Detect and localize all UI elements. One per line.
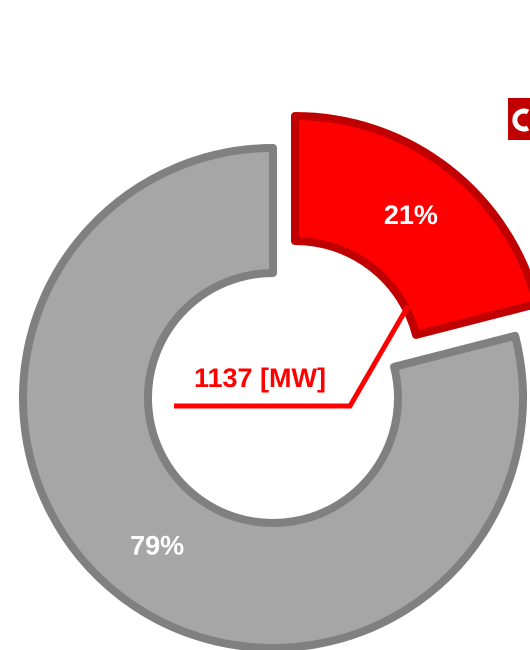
data-label: 79%: [130, 530, 184, 560]
legend-marker-glyph: [512, 108, 530, 132]
slices: [19, 112, 530, 650]
annotation: 1137 [MW]: [194, 363, 326, 393]
legend-marker: [508, 98, 530, 140]
data-label: 21%: [384, 200, 438, 230]
leader-line: [174, 304, 411, 409]
donut-slice: [19, 144, 527, 650]
